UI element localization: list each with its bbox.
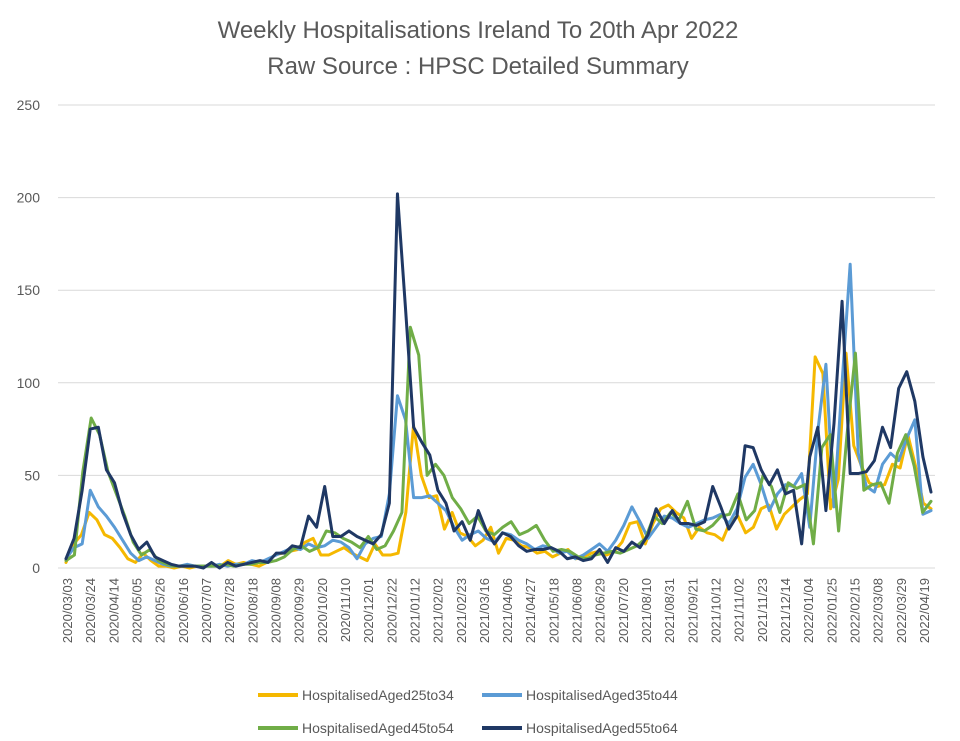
chart-subtitle: Raw Source : HPSC Detailed Summary bbox=[267, 53, 688, 80]
x-tick-label: 2020/08/18 bbox=[245, 578, 260, 643]
legend-label-55to64: HospitalisedAged55to64 bbox=[526, 720, 678, 736]
x-tick-label: 2020/03/24 bbox=[83, 578, 98, 643]
y-tick-label: 100 bbox=[17, 375, 41, 391]
y-tick-label: 250 bbox=[17, 97, 41, 113]
y-tick-label: 150 bbox=[17, 282, 41, 298]
x-tick-label: 2020/07/07 bbox=[199, 578, 214, 643]
x-tick-label: 2021/05/18 bbox=[546, 578, 561, 643]
legend: HospitalisedAged25to34 HospitalisedAged3… bbox=[258, 687, 678, 736]
series-lines bbox=[64, 192, 933, 570]
x-tick-label: 2021/11/02 bbox=[732, 578, 747, 642]
x-tick-label: 2020/05/26 bbox=[153, 578, 168, 643]
x-tick-label: 2021/03/16 bbox=[477, 578, 492, 643]
x-tick-label: 2021/06/08 bbox=[570, 578, 585, 643]
y-axis-ticks: 0 50 100 150 200 250 bbox=[17, 97, 41, 576]
legend-label-45to54: HospitalisedAged45to54 bbox=[302, 720, 454, 736]
legend-item-35to44[interactable]: HospitalisedAged35to44 bbox=[482, 687, 678, 703]
x-tick-label: 2021/07/20 bbox=[616, 578, 631, 643]
x-tick-label: 2020/11/10 bbox=[338, 578, 353, 642]
y-tick-label: 50 bbox=[24, 467, 40, 483]
x-tick-label: 2022/01/04 bbox=[801, 578, 816, 643]
legend-label-35to44: HospitalisedAged35to44 bbox=[526, 687, 678, 703]
y-tick-label: 0 bbox=[32, 560, 40, 576]
x-tick-label: 2020/06/16 bbox=[176, 578, 191, 643]
x-tick-label: 2022/04/19 bbox=[917, 578, 932, 643]
legend-item-45to54[interactable]: HospitalisedAged45to54 bbox=[258, 720, 454, 736]
series-line-HospitalisedAged45to54 bbox=[64, 325, 933, 568]
x-tick-label: 2021/08/10 bbox=[639, 578, 654, 643]
chart-title: Weekly Hospitalisations Ireland To 20th … bbox=[218, 17, 739, 44]
x-tick-label: 2020/12/01 bbox=[361, 578, 376, 643]
x-tick-label: 2022/03/08 bbox=[871, 578, 886, 643]
gridlines bbox=[58, 104, 935, 569]
x-tick-label: 2022/02/15 bbox=[848, 578, 863, 643]
x-tick-label: 2021/04/27 bbox=[523, 578, 538, 643]
legend-item-25to34[interactable]: HospitalisedAged25to34 bbox=[258, 687, 454, 703]
x-tick-label: 2021/02/02 bbox=[431, 578, 446, 643]
x-tick-label: 2020/05/05 bbox=[129, 578, 144, 643]
x-tick-label: 2020/09/29 bbox=[292, 578, 307, 643]
x-tick-label: 2021/04/06 bbox=[500, 578, 515, 643]
x-tick-label: 2021/09/21 bbox=[685, 578, 700, 643]
x-tick-label: 2021/06/29 bbox=[593, 578, 608, 643]
legend-item-55to64[interactable]: HospitalisedAged55to64 bbox=[482, 720, 678, 736]
series-line-HospitalisedAged55to64 bbox=[64, 192, 933, 570]
x-tick-label: 2020/09/08 bbox=[268, 578, 283, 643]
x-tick-label: 2021/10/12 bbox=[709, 578, 724, 643]
x-tick-label: 2021/01/12 bbox=[407, 578, 422, 643]
x-tick-label: 2021/08/31 bbox=[662, 578, 677, 643]
x-tick-label: 2022/01/25 bbox=[824, 578, 839, 643]
x-tick-label: 2020/10/20 bbox=[315, 578, 330, 643]
x-tick-label: 2020/12/22 bbox=[384, 578, 399, 643]
legend-label-25to34: HospitalisedAged25to34 bbox=[302, 687, 454, 703]
x-tick-label: 2020/07/28 bbox=[222, 578, 237, 643]
x-axis-ticks: 2020/03/03 2020/03/24 2020/04/14 2020/05/05… bbox=[60, 578, 932, 643]
x-tick-label: 2021/02/23 bbox=[454, 578, 469, 643]
y-tick-label: 200 bbox=[17, 190, 41, 206]
x-tick-label: 2022/03/29 bbox=[894, 578, 909, 643]
series-line-HospitalisedAged35to44 bbox=[64, 262, 933, 568]
x-tick-label: 2020/03/03 bbox=[60, 578, 75, 643]
x-tick-label: 2020/04/14 bbox=[106, 578, 121, 643]
x-tick-label: 2021/11/23 bbox=[755, 578, 770, 642]
x-tick-label: 2021/12/14 bbox=[778, 578, 793, 643]
